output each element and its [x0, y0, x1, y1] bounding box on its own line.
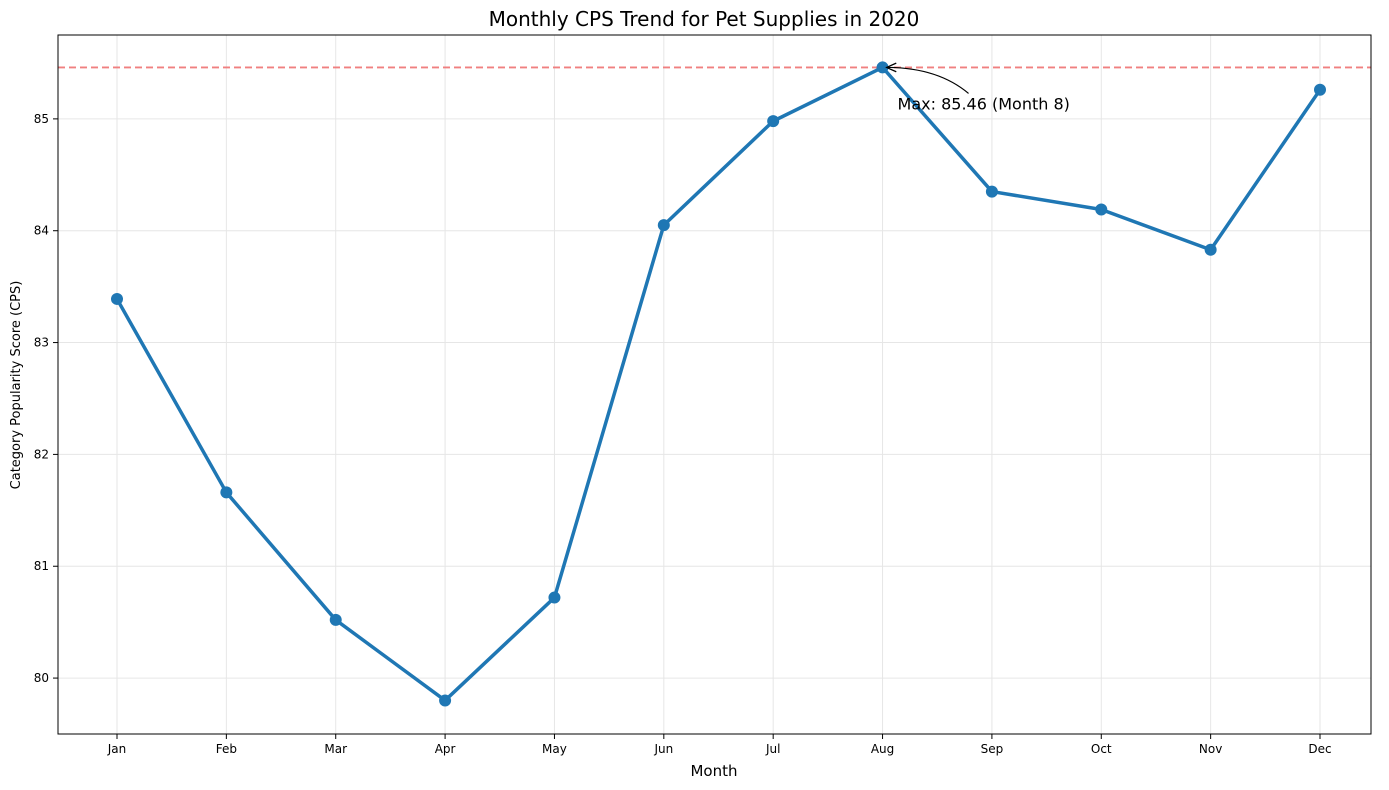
x-tick-label: Oct [1091, 742, 1112, 756]
data-point-dec [1314, 83, 1326, 96]
x-axis: Jan Feb Mar Apr May Jun Jul Aug Sep Oct Nov Dec [107, 734, 1332, 756]
data-point-sep [985, 185, 998, 198]
data-points [111, 61, 1326, 707]
y-tick-label: 84 [34, 224, 49, 238]
x-tick-label: Jan [107, 742, 127, 756]
annotation-arrow [887, 67, 969, 94]
data-point-feb [220, 486, 233, 499]
x-axis-label: Month [690, 762, 737, 780]
x-tick-label: Jul [765, 742, 780, 756]
x-tick-label: Apr [435, 742, 456, 756]
x-tick-label: Mar [324, 742, 347, 756]
x-tick-label: Feb [216, 742, 237, 756]
x-tick-label: May [542, 742, 567, 756]
y-tick-label: 85 [34, 112, 49, 126]
data-point-mar [329, 613, 342, 626]
data-point-apr [439, 694, 452, 707]
y-tick-label: 83 [34, 336, 49, 350]
y-tick-label: 81 [34, 559, 49, 573]
data-point-jun [657, 219, 670, 232]
y-tick-label: 80 [34, 671, 49, 685]
x-tick-label: Nov [1199, 742, 1222, 756]
x-tick-label: Aug [871, 742, 894, 756]
data-point-jul [767, 115, 780, 128]
y-axis: 80 81 82 83 84 85 [34, 112, 58, 685]
series-line [115, 65, 1322, 703]
plot-area-frame [57, 34, 1372, 735]
max-annotation: Max: 85.46 (Month 8) [898, 94, 1070, 113]
data-point-nov [1204, 243, 1217, 256]
x-tick-label: Jun [653, 742, 673, 756]
chart-title: Monthly CPS Trend for Pet Supplies in 20… [489, 7, 920, 31]
x-tick-label: Dec [1308, 742, 1331, 756]
data-point-oct [1095, 203, 1108, 216]
x-tick-label: Sep [981, 742, 1004, 756]
y-axis-label: Category Popularity Score (CPS) [9, 281, 24, 490]
y-tick-label: 82 [34, 447, 49, 461]
data-point-jan [111, 292, 123, 305]
data-point-may [548, 591, 561, 604]
grid [58, 35, 1371, 734]
